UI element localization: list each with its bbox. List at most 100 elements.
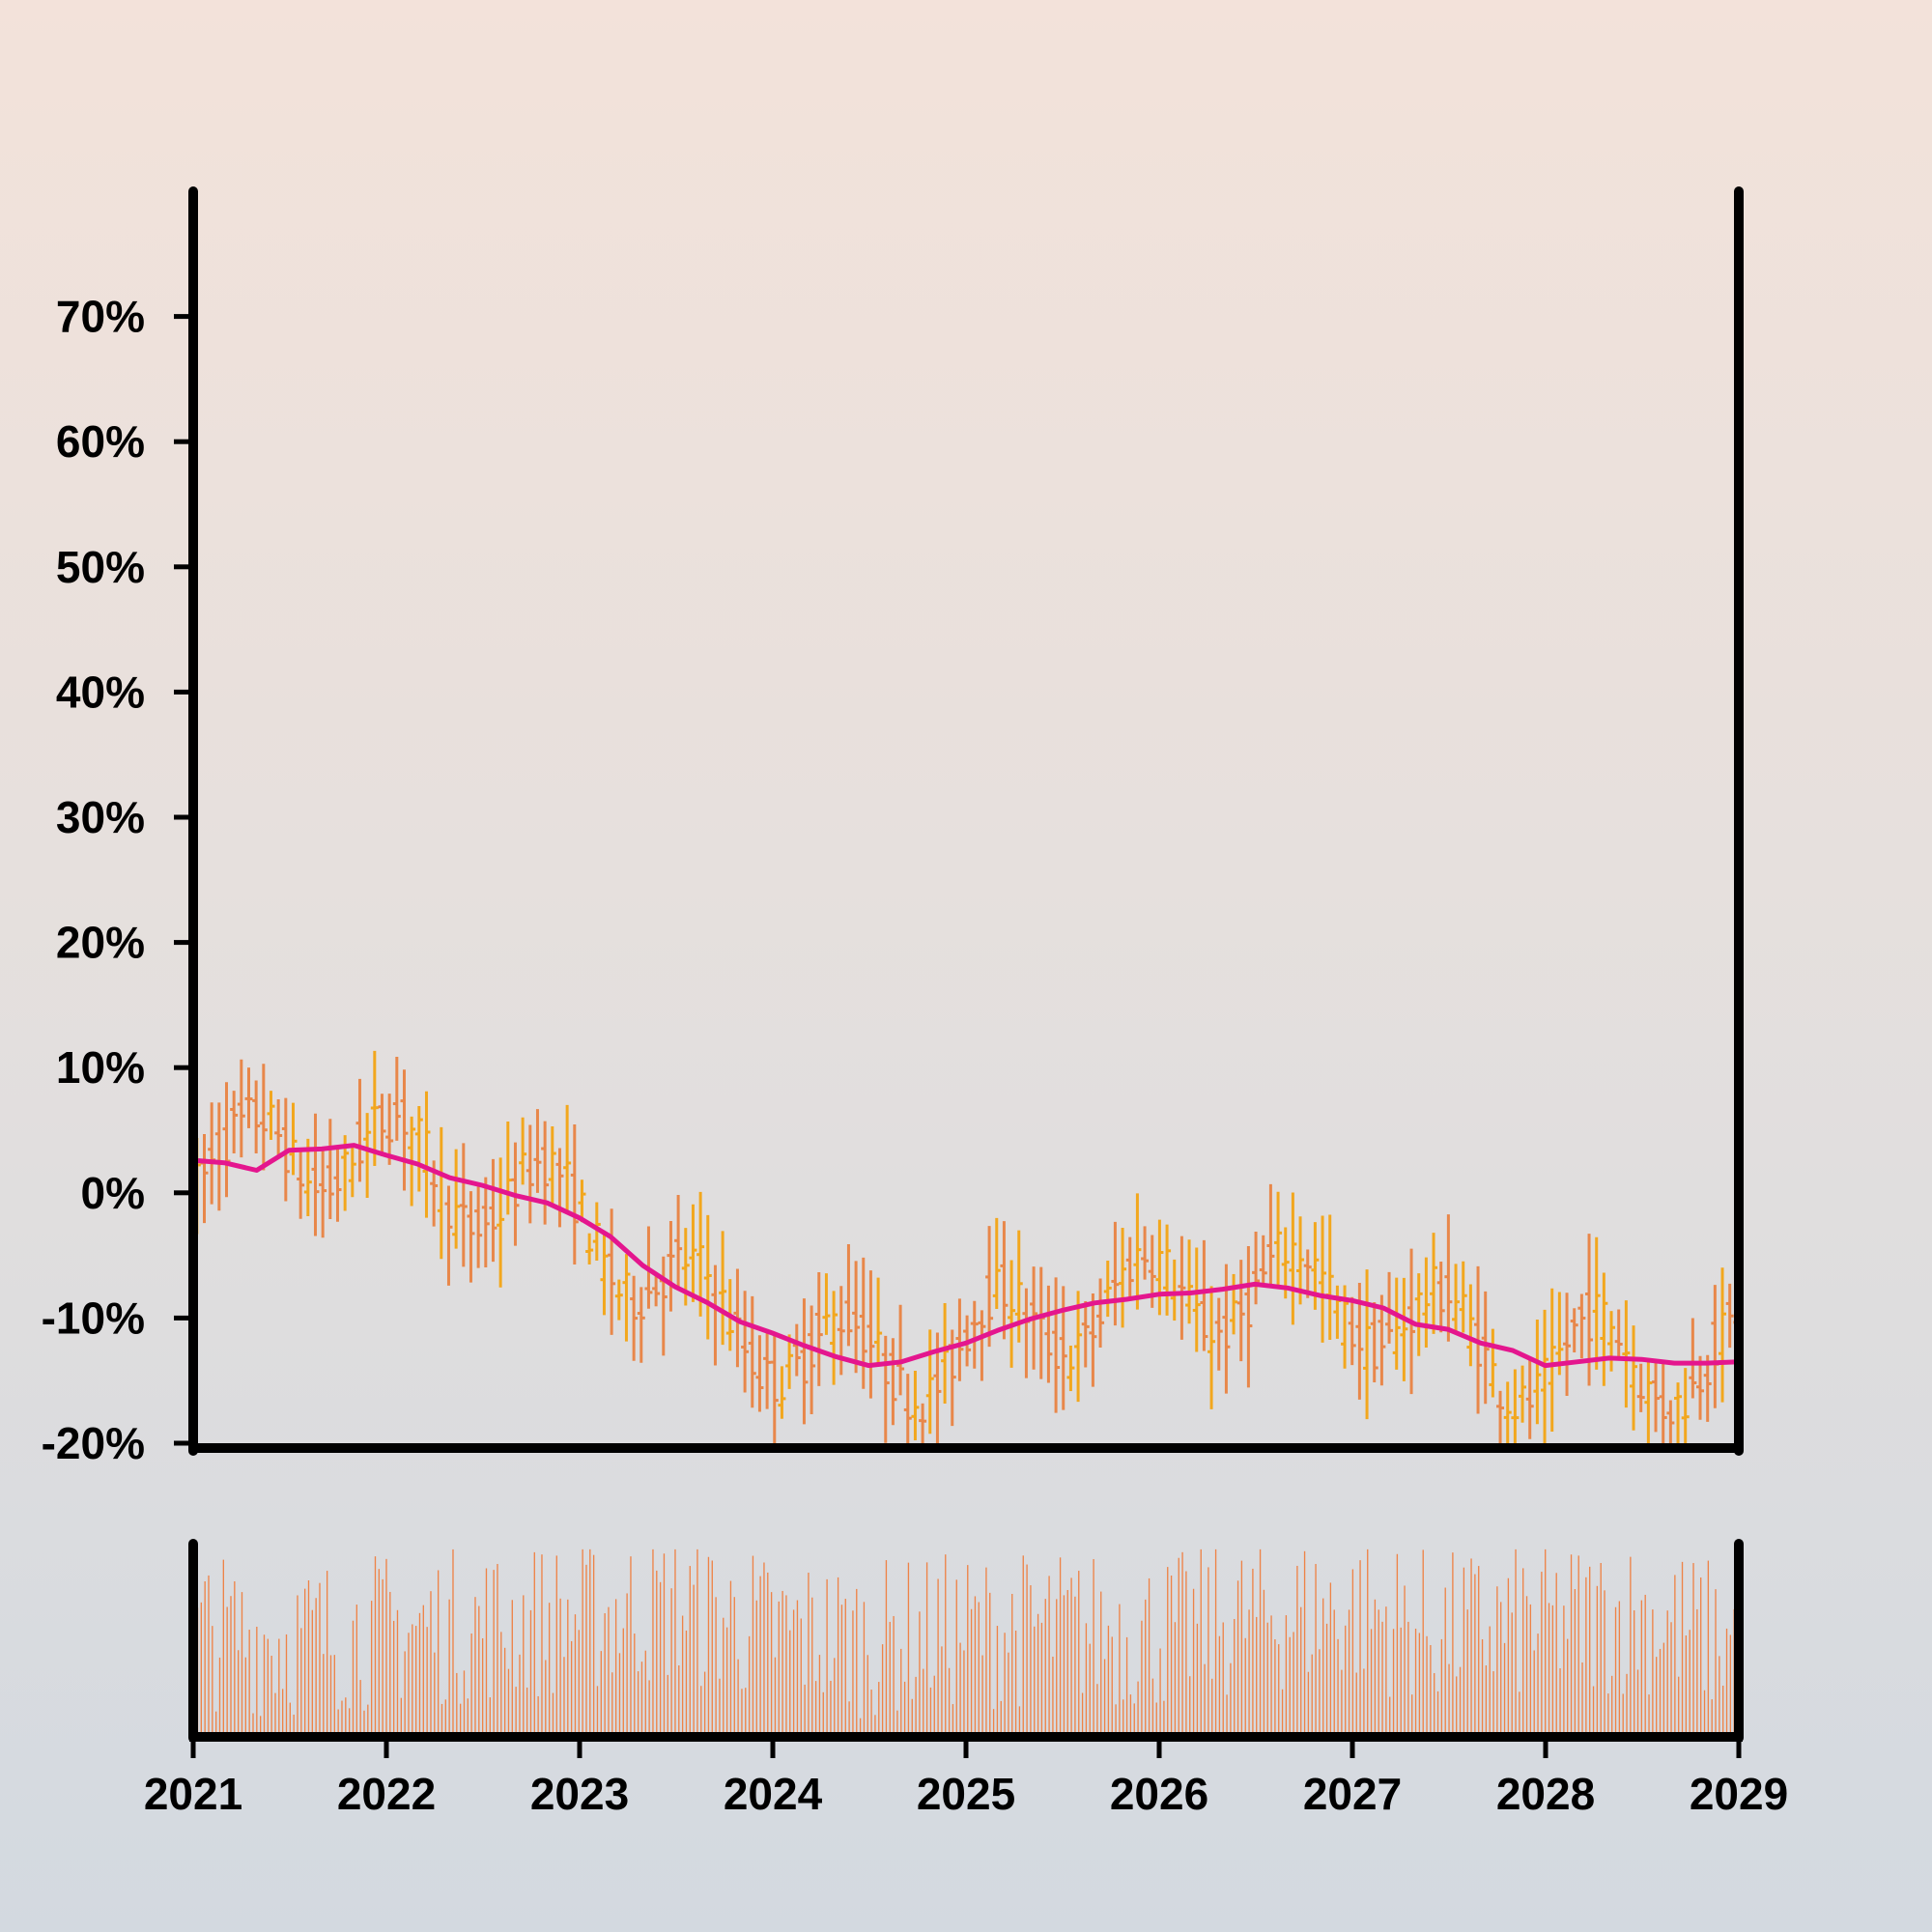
volume-bar <box>467 1698 469 1733</box>
volume-bar <box>234 1581 236 1733</box>
volume-bar <box>1211 1678 1213 1733</box>
volume-bar <box>1444 1587 1446 1733</box>
volume-bar <box>1289 1636 1291 1733</box>
volume-bar <box>1555 1573 1557 1733</box>
volume-bar <box>1729 1634 1732 1733</box>
volume-bar <box>352 1620 355 1733</box>
volume-bar <box>644 1650 646 1733</box>
volume-bar <box>1577 1555 1579 1733</box>
volume-bar <box>1296 1565 1298 1733</box>
volume-bar <box>822 1691 824 1733</box>
volume-bar <box>1674 1575 1676 1733</box>
volume-bar <box>1192 1588 1195 1733</box>
volume-bar <box>500 1632 502 1733</box>
volume-bar <box>685 1630 688 1733</box>
volume-bar <box>929 1687 932 1733</box>
volume-bar <box>1063 1595 1065 1733</box>
volume-bar <box>844 1599 846 1733</box>
volume-bar <box>1107 1625 1110 1733</box>
volume-bar <box>244 1657 246 1733</box>
volume-bar <box>1500 1602 1502 1733</box>
volume-bar <box>559 1598 561 1733</box>
volume-bar <box>311 1609 313 1733</box>
volume-bar <box>856 1588 858 1733</box>
volume-bar <box>404 1651 406 1733</box>
volume-bar <box>745 1688 747 1733</box>
volume-bar <box>1222 1622 1224 1733</box>
volume-bar <box>1281 1689 1284 1733</box>
volume-bar <box>707 1556 710 1733</box>
volume-bar <box>915 1676 917 1733</box>
volume-bar <box>440 1703 443 1733</box>
volume-bar <box>1470 1558 1472 1733</box>
volume-bar <box>1163 1700 1165 1733</box>
volume-bar <box>640 1662 643 1733</box>
volume-bar <box>1355 1672 1357 1733</box>
volume-bar <box>1159 1648 1161 1733</box>
volume-bar <box>796 1600 799 1733</box>
volume-bar <box>1581 1662 1583 1733</box>
volume-bar <box>459 1703 462 1733</box>
volume-bar <box>400 1697 402 1733</box>
x-tick-label: 2025 <box>917 1769 1015 1819</box>
volume-bar <box>1656 1657 1658 1733</box>
volume-bar <box>252 1713 254 1733</box>
volume-bar <box>548 1603 551 1733</box>
volume-bar <box>974 1596 977 1733</box>
volume-bar <box>1452 1552 1454 1733</box>
volume-bar <box>485 1568 488 1733</box>
volume-bar <box>1604 1590 1605 1733</box>
volume-bar <box>463 1670 466 1733</box>
volume-bar <box>303 1588 306 1733</box>
volume-bar <box>967 1565 969 1733</box>
volume-bar <box>1589 1566 1591 1733</box>
volume-bar <box>1400 1627 1402 1733</box>
volume-bar <box>1266 1622 1268 1733</box>
volume-bar <box>919 1611 921 1733</box>
volume-bar <box>396 1609 399 1733</box>
volume-bar <box>1392 1629 1395 1733</box>
volume-bar <box>818 1655 821 1733</box>
volume-bar <box>281 1689 284 1733</box>
volume-bar <box>1085 1623 1088 1733</box>
volume-bar <box>1722 1685 1724 1733</box>
volume-bar <box>418 1612 421 1733</box>
volume-bar <box>1052 1656 1054 1733</box>
volume-bar <box>937 1578 939 1733</box>
volume-bar <box>1270 1615 1272 1733</box>
volume-bar <box>1329 1582 1332 1733</box>
volume-bar <box>1659 1648 1662 1733</box>
volume-bar <box>1700 1577 1702 1733</box>
y-tick-label: 30% <box>56 792 145 842</box>
moving-average-line <box>192 1143 1740 1369</box>
volume-bar <box>725 1627 728 1733</box>
volume-bar <box>545 1660 547 1733</box>
volume-bar <box>1529 1604 1532 1733</box>
volume-bar <box>741 1689 743 1733</box>
volume-bar <box>212 1626 213 1733</box>
volume-bar <box>1492 1671 1494 1733</box>
volume-bar <box>1093 1558 1094 1733</box>
volume-bar <box>656 1570 658 1733</box>
volume-bar <box>1436 1690 1439 1733</box>
volume-bar <box>985 1567 987 1733</box>
volume-bar <box>948 1667 951 1733</box>
volume-bar <box>341 1700 343 1733</box>
volume-bar <box>1448 1663 1450 1733</box>
volume-bar <box>652 1548 654 1733</box>
volume-bar <box>1711 1699 1713 1733</box>
volume-bar <box>1174 1622 1177 1733</box>
volume-bar <box>523 1595 525 1733</box>
volume-bar <box>237 1650 240 1733</box>
volume-bar <box>1370 1629 1373 1733</box>
volume-bar <box>481 1637 484 1733</box>
volume-bar <box>1411 1694 1413 1733</box>
volume-bar <box>382 1578 384 1733</box>
volume-bar <box>1596 1585 1599 1733</box>
volume-bar <box>1567 1638 1569 1733</box>
volume-bar <box>1618 1601 1621 1733</box>
volume-bar <box>503 1647 506 1733</box>
volume-bar <box>1200 1548 1202 1733</box>
volume-bar <box>1681 1561 1684 1733</box>
